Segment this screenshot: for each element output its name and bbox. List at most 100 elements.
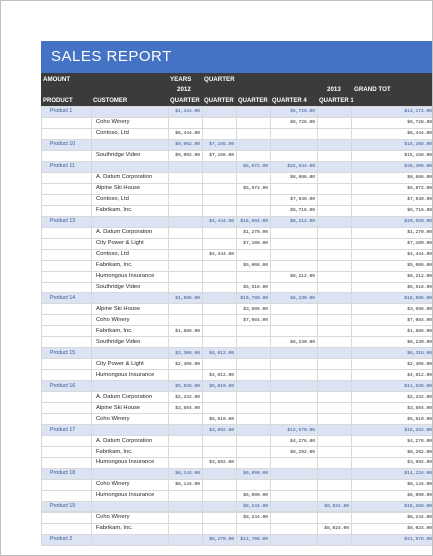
customer-cell[interactable]: City Power & Light [91, 358, 169, 371]
quarter4-cell[interactable] [270, 489, 318, 502]
quarter4-cell[interactable]: $5,716.00 [270, 204, 318, 217]
product-cell[interactable] [41, 325, 92, 338]
quarter4-cell[interactable] [270, 182, 318, 195]
table-row[interactable]: Alpine Ski House $5,872.00 $5,872.00 [41, 182, 432, 195]
quarter1-2013-cell[interactable] [317, 127, 352, 140]
grand-total-cell[interactable]: $2,332.00 [351, 391, 432, 404]
quarter1-cell[interactable] [168, 413, 203, 426]
product-subtotal-row[interactable]: Product 10 $9,002.00 $7,166.00 $15,168.00 [41, 138, 432, 151]
quarter4-cell[interactable]: $8,888.00 [270, 171, 318, 184]
quarter2-cell[interactable]: $7,156.00 [202, 149, 237, 162]
customer-cell[interactable]: Humongous Insurance [91, 270, 169, 283]
customer-cell[interactable] [91, 106, 169, 118]
quarter2-cell[interactable] [202, 391, 237, 404]
table-row[interactable]: Humongous Insurance $4,012.00 $4,012.00 [41, 369, 432, 382]
quarter2-cell[interactable]: $3,692.00 [202, 457, 237, 469]
quarter2-cell[interactable] [202, 259, 237, 272]
product-cell[interactable] [41, 171, 92, 184]
quarter3-cell[interactable] [236, 369, 271, 382]
quarter1-2013-cell[interactable] [317, 478, 352, 491]
quarter2-cell[interactable]: $5,610.00 [202, 380, 237, 393]
product-cell[interactable] [41, 303, 92, 316]
quarter2-column-header[interactable]: QUARTER [204, 98, 234, 104]
quarter3-cell[interactable]: $3,696.00 [236, 303, 271, 316]
quarter2-cell[interactable] [202, 106, 237, 118]
quarter2-cell[interactable] [202, 522, 237, 535]
quarter1-2013-cell[interactable] [317, 171, 352, 184]
quarter4-cell[interactable]: $5,728.00 [270, 106, 318, 118]
quarter2-cell[interactable]: $5,610.00 [202, 413, 237, 426]
quarter4-cell[interactable] [270, 281, 318, 294]
quarter3-cell[interactable]: $8,244.00 [236, 511, 271, 524]
quarter1-column-header[interactable]: QUARTER [170, 98, 200, 104]
customer-cell[interactable] [91, 424, 169, 437]
grand-total-cell[interactable]: $6,090.00 [351, 489, 432, 502]
quarter1-cell[interactable] [168, 314, 203, 327]
product-cell[interactable] [41, 314, 92, 327]
quarter2-cell[interactable] [202, 182, 237, 195]
product-cell[interactable]: Product 2 [41, 533, 92, 546]
quarter1-cell[interactable]: $9,002.00 [168, 138, 203, 151]
quarter3-cell[interactable] [236, 446, 271, 458]
quarter1-2013-cell[interactable] [317, 511, 352, 524]
quarter3-cell[interactable]: $5,872.00 [236, 182, 271, 195]
product-column-header[interactable]: PRODUCT [43, 98, 73, 104]
table-row[interactable]: Fabrikam, Inc. $5,716.00 $5,716.00 [41, 204, 432, 217]
quarter2-cell[interactable] [202, 467, 237, 480]
customer-cell[interactable]: Coho Winery [91, 116, 169, 129]
grand-total-cell[interactable]: $6,444.00 [351, 127, 432, 140]
quarter2-cell[interactable]: $7,166.00 [202, 138, 237, 151]
quarter1-2013-cell[interactable] [317, 489, 352, 502]
quarter4-cell[interactable] [270, 248, 318, 261]
product-cell[interactable] [41, 204, 92, 217]
quarter2-cell[interactable] [202, 292, 237, 305]
quarter4-cell[interactable]: $8,292.00 [270, 446, 318, 458]
quarter1-cell[interactable] [168, 457, 203, 469]
quarter3-cell[interactable] [236, 204, 271, 217]
customer-cell[interactable]: Contoso, Ltd [91, 248, 169, 261]
quarter4-cell[interactable] [270, 533, 318, 546]
quarter1-2013-cell[interactable] [317, 281, 352, 294]
quarter1-2013-cell[interactable] [317, 116, 352, 129]
table-row[interactable]: A. Datum Corporation $8,888.00 $8,888.00 [41, 171, 432, 184]
customer-cell[interactable]: A. Datum Corporation [91, 171, 169, 184]
quarter3-cell[interactable] [236, 522, 271, 535]
grand-total-cell[interactable]: $29,550.00 [351, 215, 432, 228]
quarter1-cell[interactable]: $1,444.00 [168, 106, 203, 118]
quarter1-2013-cell[interactable] [317, 193, 352, 206]
quarter1-2013-cell[interactable] [317, 325, 352, 338]
quarter4-cell[interactable] [270, 127, 318, 140]
product-cell[interactable]: Product 13 [41, 215, 92, 228]
table-row[interactable]: Coho Winery $8,144.00 $8,144.00 [41, 478, 432, 491]
quarter1-cell[interactable] [168, 369, 203, 382]
quarter3-cell[interactable] [236, 413, 271, 426]
quarter1-cell[interactable] [168, 522, 203, 535]
quarter2-cell[interactable]: $3,692.00 [202, 424, 237, 437]
table-row[interactable]: Coho Winery $6,728.00 $6,728.00 [41, 116, 432, 129]
quarter2-cell[interactable] [202, 435, 237, 448]
quarter2-cell[interactable] [202, 171, 237, 184]
quarter3-cell[interactable]: $13,708.00 [236, 533, 271, 546]
quarter4-cell[interactable]: $6,212.00 [270, 215, 318, 228]
quarter4-cell[interactable] [270, 259, 318, 272]
quarter1-cell[interactable] [168, 248, 203, 261]
grand-total-cell[interactable]: $8,024.00 [351, 522, 432, 535]
quarter2-cell[interactable] [202, 237, 237, 250]
quarter4-cell[interactable] [270, 358, 318, 371]
quarter1-2013-cell[interactable] [317, 457, 352, 469]
grand-total-cell[interactable]: $16,262.00 [351, 424, 432, 437]
quarter3-cell[interactable] [236, 478, 271, 491]
quarter1-2013-cell[interactable] [317, 369, 352, 382]
product-cell[interactable] [41, 391, 92, 404]
grand-total-cell[interactable]: $28,406.00 [351, 160, 432, 173]
quarter1-cell[interactable] [168, 511, 203, 524]
quarter1-cell[interactable] [168, 281, 203, 294]
grand-total-cell[interactable]: $6,230.00 [351, 336, 432, 349]
quarter4-cell[interactable] [270, 347, 318, 360]
quarter2-cell[interactable] [202, 402, 237, 415]
quarter1-cell[interactable] [168, 237, 203, 250]
quarter1-2013-cell[interactable] [317, 391, 352, 404]
table-row[interactable]: City Power & Light $7,100.00 $7,100.00 [41, 237, 432, 250]
grand-total-cell[interactable]: $4,444.00 [351, 248, 432, 261]
product-cell[interactable] [41, 511, 92, 524]
